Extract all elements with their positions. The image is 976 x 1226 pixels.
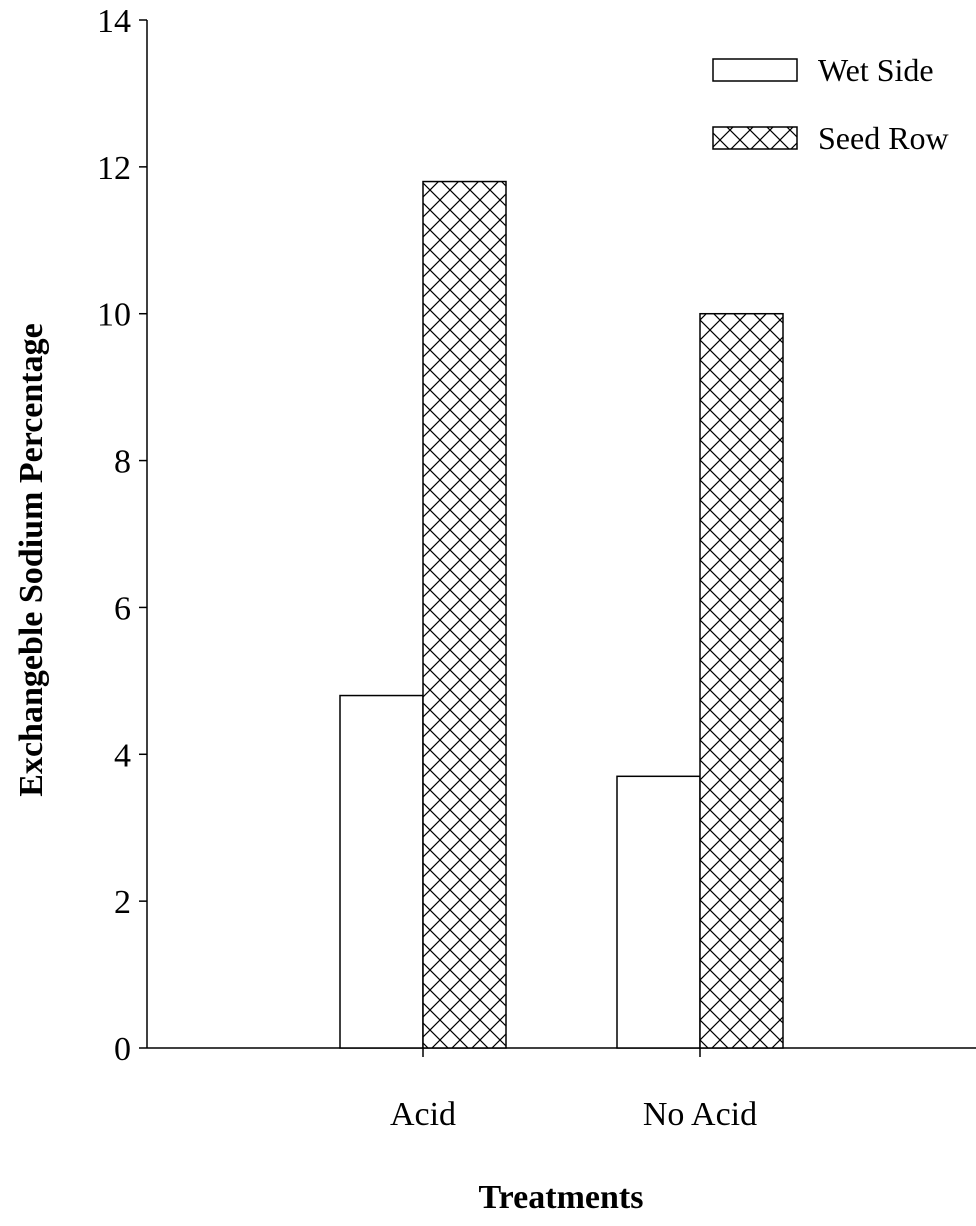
y-tick-label: 12 [97,150,131,187]
bar-seed-row [699,312,784,1049]
bar-wet-side [616,775,701,1049]
axis-labels: 0 2 4 6 8 10 12 14 Acid No Acid Treatments Exchange… [13,3,757,1216]
y-tick-label: 6 [114,590,131,627]
y-tick-label: 10 [97,297,131,334]
legend-swatch [712,126,798,150]
x-tick-label: No Acid [643,1096,757,1133]
y-axis-title: Exchangeble Sodium Percentage [13,323,50,796]
y-tick-label: 0 [114,1031,131,1068]
legend-swatch [712,58,798,82]
x-tick-label: Acid [390,1096,456,1133]
legend: Wet Side Seed Row [712,52,949,156]
bar-seed-row [422,180,507,1049]
y-tick-label: 4 [114,737,131,774]
bars [339,180,784,1049]
y-tick-label: 8 [114,444,131,481]
y-tick-label: 14 [97,3,131,40]
bar-wet-side [339,694,424,1049]
x-axis-title: Treatments [479,1179,644,1216]
axes [139,19,976,1057]
legend-label: Seed Row [818,120,949,156]
y-tick-label: 2 [114,884,131,921]
legend-label: Wet Side [818,52,934,88]
